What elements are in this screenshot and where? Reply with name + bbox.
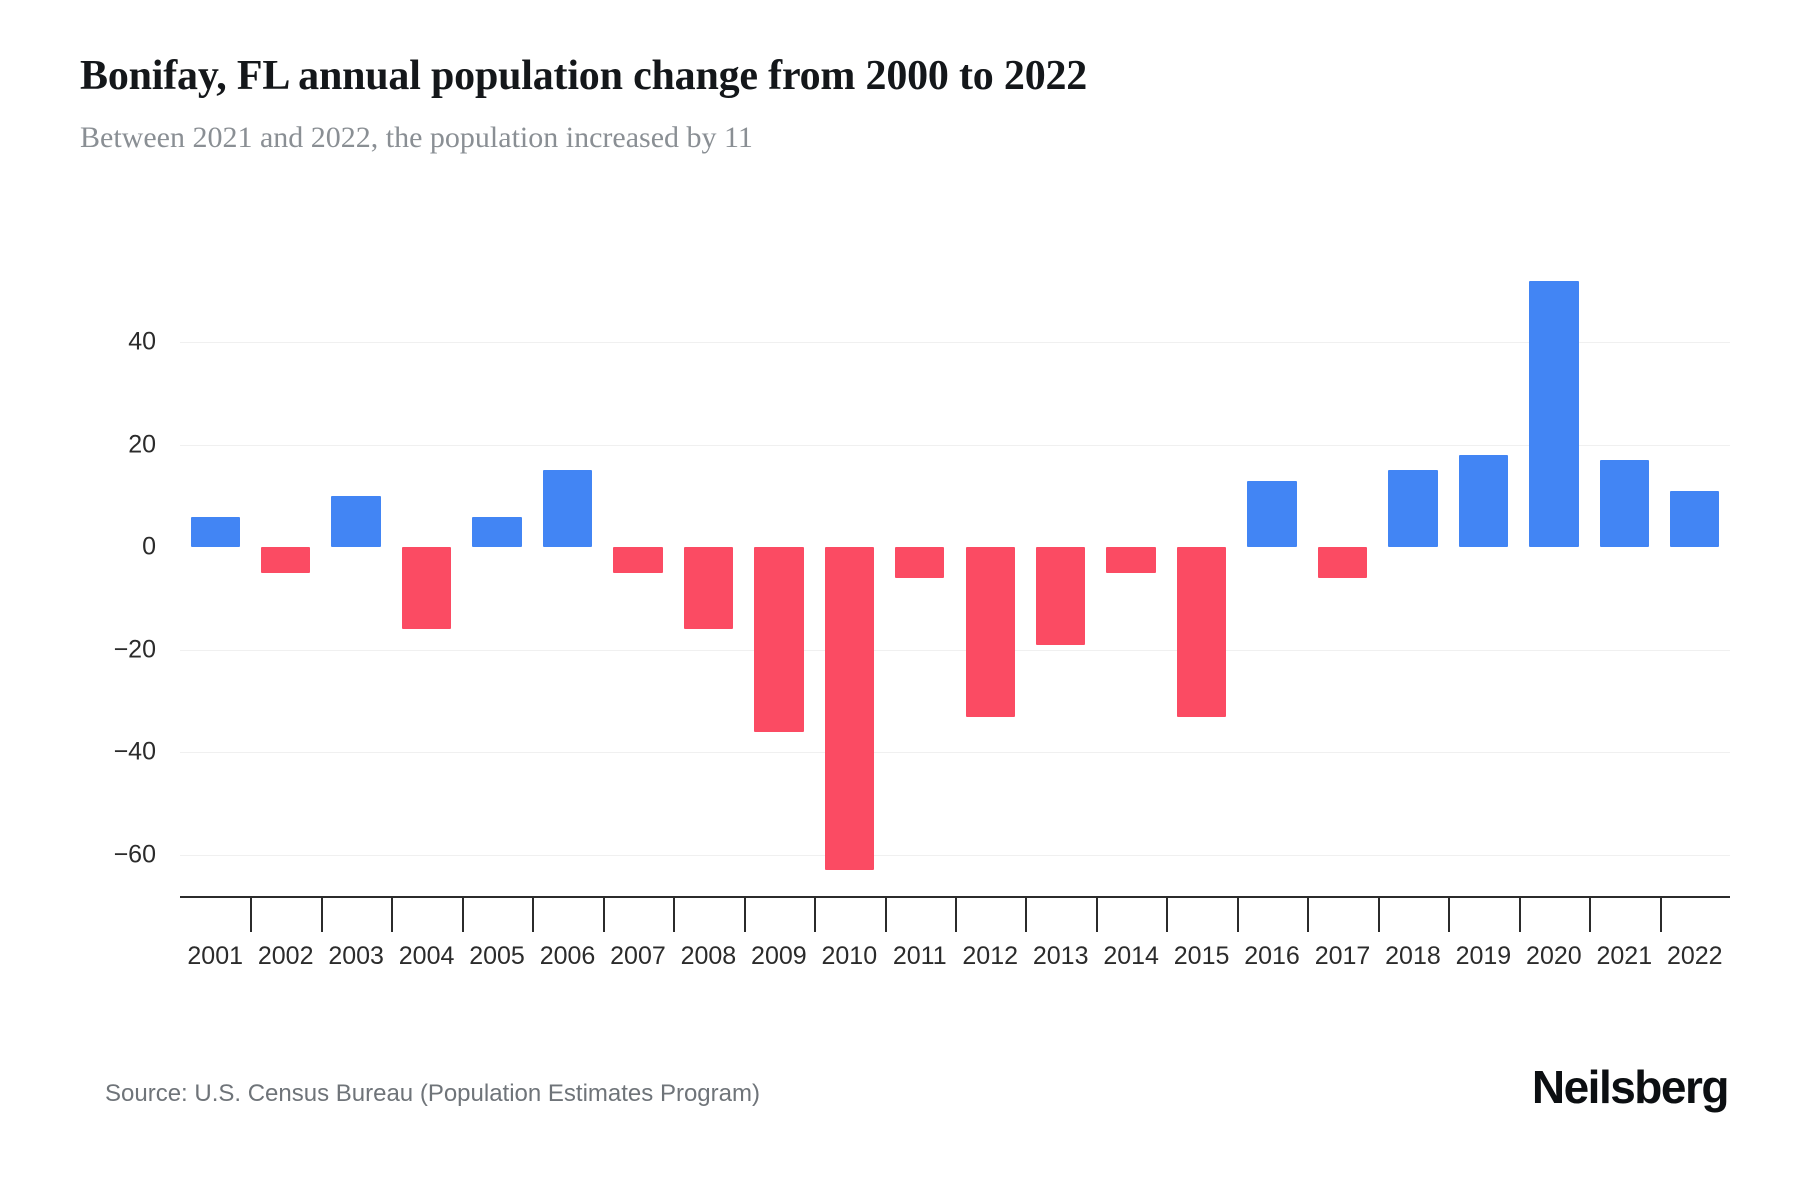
x-axis-tick bbox=[602, 898, 605, 932]
x-axis-tick-label: 2022 bbox=[1666, 942, 1723, 970]
gridline bbox=[180, 752, 1730, 754]
x-axis-tick-label: 2015 bbox=[1173, 942, 1230, 970]
x-axis-tick-label: 2003 bbox=[328, 942, 384, 970]
x-axis-tick bbox=[1448, 898, 1451, 932]
x-axis-tick-label: 2020 bbox=[1526, 942, 1582, 970]
x-axis-tick-label: 2008 bbox=[680, 942, 737, 970]
x-axis-tick-label: 2004 bbox=[398, 942, 455, 970]
x-axis-tick-label: 2018 bbox=[1385, 942, 1441, 970]
bar-2007[interactable] bbox=[613, 547, 663, 573]
x-axis-tick-label: 2002 bbox=[257, 942, 314, 970]
x-axis-tick bbox=[1589, 898, 1592, 932]
x-axis-tick bbox=[1166, 898, 1169, 932]
bar-2002[interactable] bbox=[261, 547, 311, 573]
source-note: Source: U.S. Census Bureau (Population E… bbox=[105, 1080, 760, 1107]
gridline bbox=[180, 649, 1730, 651]
x-axis-tick bbox=[1307, 898, 1310, 932]
x-axis-tick bbox=[532, 898, 535, 932]
x-axis-tick bbox=[461, 898, 464, 932]
gridline bbox=[180, 854, 1730, 856]
bar-2008[interactable] bbox=[683, 547, 734, 630]
x-axis-tick bbox=[391, 898, 394, 932]
gridline bbox=[180, 444, 1730, 446]
bar-2015[interactable] bbox=[1176, 547, 1227, 717]
y-axis-tick-label: −40 bbox=[113, 737, 156, 766]
x-axis-tick bbox=[1377, 898, 1380, 932]
x-axis-tick-label: 2014 bbox=[1103, 942, 1159, 970]
x-axis-tick-label: 2007 bbox=[610, 942, 666, 970]
bar-2016[interactable] bbox=[1247, 480, 1297, 548]
page-title: Bonifay, FL annual population change fro… bbox=[80, 53, 1088, 99]
x-axis-tick bbox=[1095, 898, 1098, 932]
plot-area bbox=[180, 250, 1730, 896]
bar-2001[interactable] bbox=[190, 516, 240, 548]
bar-2022[interactable] bbox=[1670, 490, 1720, 548]
chart-subtitle: Between 2021 and 2022, the population in… bbox=[80, 121, 753, 155]
x-axis-tick bbox=[320, 898, 323, 932]
gridline bbox=[180, 342, 1730, 344]
bar-2021[interactable] bbox=[1599, 460, 1649, 548]
bar-2020[interactable] bbox=[1529, 280, 1579, 548]
y-axis-tick-label: 20 bbox=[128, 430, 156, 459]
x-axis-tick bbox=[1659, 898, 1662, 932]
x-axis-tick-label: 2001 bbox=[187, 942, 244, 970]
x-axis-tick-label: 2012 bbox=[962, 942, 1019, 970]
bar-2012[interactable] bbox=[965, 547, 1015, 717]
x-axis-tick-label: 2013 bbox=[1032, 942, 1089, 970]
bar-2019[interactable] bbox=[1458, 455, 1509, 548]
y-axis-tick-label: 40 bbox=[128, 327, 156, 356]
x-axis-tick-label: 2019 bbox=[1455, 942, 1512, 970]
bar-2017[interactable] bbox=[1317, 547, 1368, 579]
bar-2014[interactable] bbox=[1106, 547, 1156, 573]
x-axis-tick-label: 2017 bbox=[1314, 942, 1371, 970]
bar-2009[interactable] bbox=[754, 547, 804, 732]
bar-2005[interactable] bbox=[472, 516, 522, 548]
bar-2006[interactable] bbox=[542, 470, 593, 548]
x-axis-tick-label: 2006 bbox=[539, 942, 596, 970]
x-axis-tick bbox=[673, 898, 676, 932]
bar-2004[interactable] bbox=[401, 547, 452, 630]
chart-header: Bonifay, FL annual population change fro… bbox=[80, 52, 1700, 156]
x-axis-tick bbox=[884, 898, 887, 932]
x-axis-line bbox=[180, 896, 1730, 898]
y-axis-tick-label: 0 bbox=[142, 532, 156, 561]
x-axis-tick bbox=[1236, 898, 1239, 932]
bar-2018[interactable] bbox=[1388, 470, 1438, 548]
x-axis-tick bbox=[1025, 898, 1028, 932]
x-axis-tick bbox=[250, 898, 253, 932]
y-axis-tick-label: −60 bbox=[113, 840, 156, 869]
bar-2003[interactable] bbox=[331, 496, 381, 548]
x-axis-tick-label: 2009 bbox=[751, 942, 807, 970]
x-axis-tick bbox=[743, 898, 746, 932]
y-axis-tick-label: −20 bbox=[113, 635, 156, 664]
x-axis-tick bbox=[814, 898, 817, 932]
bar-2013[interactable] bbox=[1036, 547, 1086, 645]
x-axis-tick-label: 2016 bbox=[1244, 942, 1300, 970]
x-axis-tick bbox=[955, 898, 957, 932]
bar-2011[interactable] bbox=[895, 547, 945, 579]
x-axis-tick bbox=[1518, 898, 1521, 932]
x-axis-tick-label: 2005 bbox=[469, 942, 525, 970]
brand-logo: Neilsberg bbox=[1531, 1061, 1730, 1113]
x-axis-tick-label: 2021 bbox=[1596, 942, 1653, 970]
x-axis-tick-label: 2011 bbox=[892, 942, 947, 970]
bar-2010[interactable] bbox=[824, 547, 874, 871]
x-axis-tick-label: 2010 bbox=[821, 942, 878, 970]
